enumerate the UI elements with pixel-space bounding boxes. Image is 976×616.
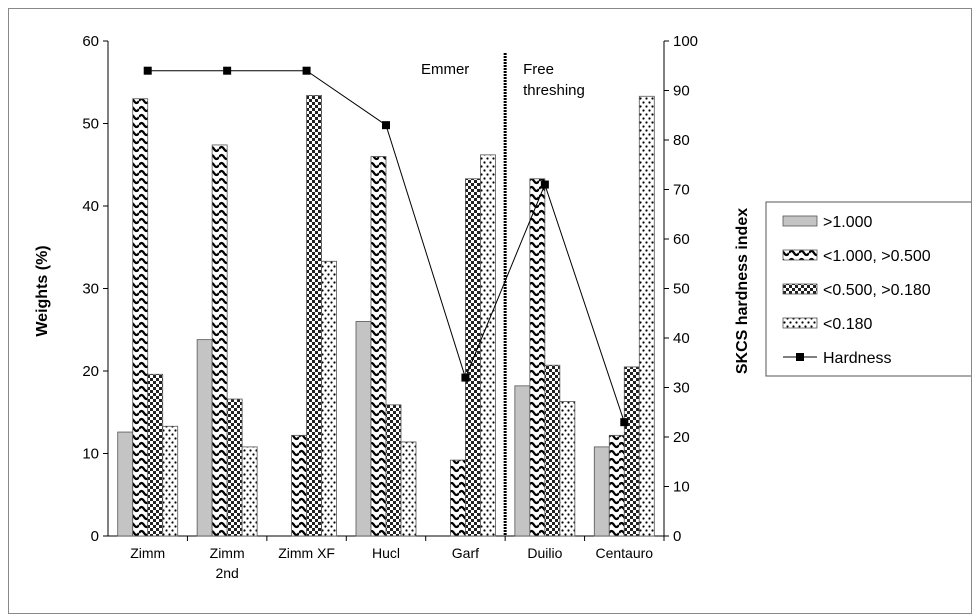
x-tick-label: Centauro bbox=[595, 545, 653, 561]
hardness-point bbox=[223, 66, 232, 75]
bar-layer bbox=[117, 95, 655, 537]
bar-checks bbox=[465, 178, 481, 537]
annotation-emmer: Emmer bbox=[421, 61, 469, 78]
hardness-point bbox=[620, 418, 629, 427]
bar-solid-gray bbox=[593, 446, 610, 537]
y2-axis-title: SKCS hardness index bbox=[734, 208, 751, 374]
hardness-point bbox=[382, 121, 390, 130]
x-tick-label: Zimm 2nd bbox=[210, 545, 245, 581]
bar-checks bbox=[147, 373, 164, 537]
chart-frame: 0 10 20 30 40 50 60 0 10 20 30 40 50 60 70 80 90 100 Zimm Z… bbox=[8, 8, 972, 614]
hardness-point bbox=[143, 66, 152, 75]
x-tick-label: Hucl bbox=[372, 545, 400, 561]
bar-waves bbox=[450, 459, 466, 537]
bar-waves bbox=[529, 178, 546, 537]
bar-solid-gray bbox=[355, 321, 372, 537]
y-tick-label: 20 bbox=[82, 363, 99, 380]
hardness-point bbox=[302, 66, 311, 75]
y-axis-title: Weights (%) bbox=[34, 245, 51, 336]
legend-swatch-solid-gray bbox=[782, 215, 818, 227]
y2-tick-label: 70 bbox=[673, 182, 690, 199]
legend-label: Hardness bbox=[823, 350, 891, 367]
legend-label: <0.500, >0.180 bbox=[823, 282, 931, 299]
legend-label: <0.180 bbox=[823, 316, 872, 333]
bar-dots bbox=[321, 260, 337, 537]
y2-tick-label: 30 bbox=[673, 380, 690, 397]
x-tick-label: Zimm XF bbox=[278, 545, 335, 561]
y2-tick-label: 80 bbox=[673, 132, 690, 149]
y-tick-label: 0 bbox=[91, 528, 99, 545]
chart: 0 10 20 30 40 50 60 0 10 20 30 40 50 60 70 80 90 100 Zimm Z… bbox=[34, 33, 971, 581]
x-tick-label: Duilio bbox=[527, 545, 562, 561]
bar-waves bbox=[608, 434, 625, 537]
legend-swatch-dots bbox=[782, 317, 818, 329]
annotation-free-threshing: Free threshing bbox=[523, 61, 585, 99]
y2-tick-label: 10 bbox=[673, 479, 690, 496]
y2-tick-label: 60 bbox=[673, 231, 690, 248]
y-tick-label: 10 bbox=[82, 446, 99, 463]
y2-tick-label: 0 bbox=[673, 528, 681, 545]
bar-waves bbox=[132, 98, 149, 537]
y2-tick-label: 40 bbox=[673, 330, 690, 347]
legend-swatch-marker bbox=[796, 353, 804, 361]
legend-label: <1.000, >0.500 bbox=[823, 248, 931, 265]
y-tick-label: 50 bbox=[82, 116, 99, 133]
bar-solid-gray bbox=[514, 385, 531, 537]
bar-dots bbox=[480, 154, 496, 537]
axes: 0 10 20 30 40 50 60 0 10 20 30 40 50 60 70 80 90 100 Zimm Z… bbox=[82, 33, 698, 581]
legend-swatch-checks bbox=[782, 283, 818, 295]
bar-checks bbox=[226, 398, 243, 537]
y-tick-label: 60 bbox=[82, 33, 99, 50]
hardness-line-layer bbox=[143, 66, 629, 427]
y2-tick-label: 20 bbox=[673, 429, 690, 446]
bar-dots bbox=[162, 425, 179, 537]
y2-tick-label: 90 bbox=[673, 83, 690, 100]
hardness-point bbox=[540, 180, 549, 189]
bar-waves bbox=[211, 144, 228, 537]
legend-swatch-waves bbox=[782, 249, 818, 261]
x-tick-label: Garf bbox=[452, 545, 479, 561]
bar-dots bbox=[559, 401, 576, 537]
label-layer: Emmer Free threshing bbox=[421, 53, 585, 536]
bar-waves bbox=[370, 156, 387, 537]
y-tick-label: 30 bbox=[82, 281, 99, 298]
y-tick-label: 40 bbox=[82, 198, 99, 215]
bar-checks bbox=[623, 366, 640, 537]
bar-dots bbox=[638, 95, 655, 537]
bar-waves bbox=[291, 434, 307, 537]
legend: >1.000 <1.000, >0.500 <0.500, >0.180 <0.180… bbox=[765, 201, 971, 377]
bar-checks bbox=[385, 404, 402, 537]
y2-tick-label: 50 bbox=[673, 281, 690, 298]
bar-checks bbox=[544, 364, 561, 537]
bar-checks bbox=[306, 95, 322, 537]
bar-solid-gray bbox=[196, 339, 213, 537]
legend-label: >1.000 bbox=[823, 214, 872, 231]
bar-solid-gray bbox=[117, 431, 134, 537]
y2-tick-label: 100 bbox=[673, 33, 698, 50]
bar-dots bbox=[400, 441, 417, 537]
x-tick-label: Zimm bbox=[130, 545, 165, 561]
bar-dots bbox=[241, 446, 258, 537]
hardness-point bbox=[461, 373, 470, 382]
